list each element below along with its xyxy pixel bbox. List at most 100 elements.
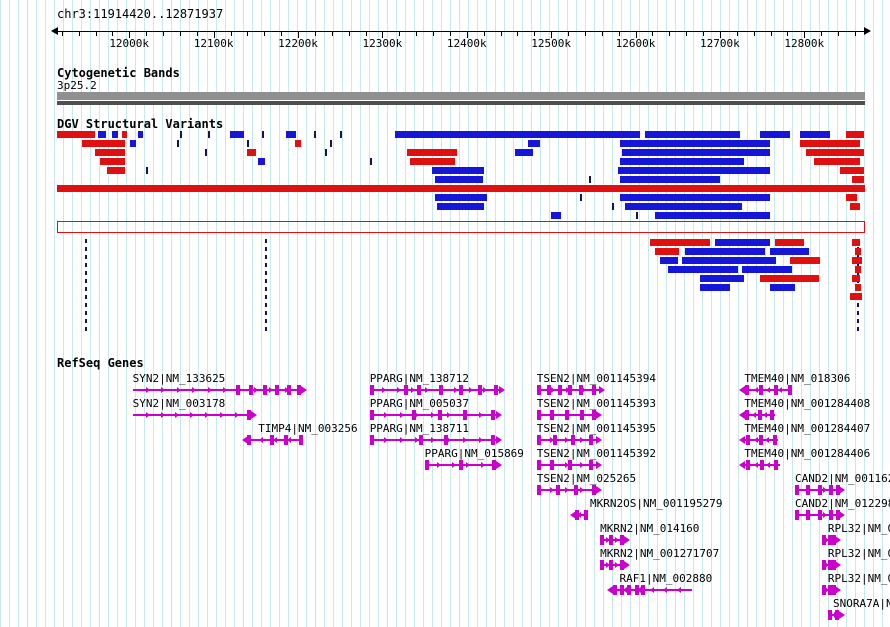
gene-label[interactable]: MKRN2|NM_001271707 [600,547,720,560]
variant-bar[interactable] [619,176,720,183]
variant-bar[interactable] [654,212,770,219]
gene-model[interactable] [132,410,258,420]
gene-model[interactable] [822,585,842,595]
gene-label[interactable]: PPARG|NM_138712 [369,372,470,385]
variant-bar[interactable] [790,257,821,264]
variant-bar[interactable] [759,275,820,282]
gene-model[interactable] [606,585,693,595]
variant-point[interactable] [369,158,372,165]
variant-bar[interactable] [851,176,865,183]
gene-model[interactable] [795,485,845,495]
variant-point[interactable] [579,194,582,201]
gene-label[interactable]: TSEN2|NM_025265 [536,472,637,485]
variant-point[interactable] [589,176,592,183]
variant-bar[interactable] [57,131,95,138]
gene-label[interactable]: PPARG|NM_015869 [424,447,524,460]
gene-label[interactable]: TSEN2|NM_001145392 [536,447,657,460]
variant-bar[interactable] [849,293,862,300]
gene-model[interactable] [536,385,606,395]
variant-bar[interactable] [434,176,483,183]
gene-model[interactable] [600,560,631,570]
variant-point[interactable] [340,131,343,138]
gene-label[interactable]: SYN2|NM_003178 [132,397,226,410]
variant-point[interactable] [611,203,614,210]
variant-bar[interactable] [527,140,541,147]
variant-bar[interactable] [94,149,125,156]
variant-bar[interactable] [699,284,731,291]
variant-bar[interactable] [514,149,533,156]
gene-label[interactable]: TMEM40|NM_001284407 [744,422,871,435]
gene-model[interactable] [827,610,845,620]
variant-bar[interactable] [769,248,810,255]
variant-bar[interactable] [839,167,865,174]
variant-bar[interactable] [617,167,770,174]
gene-label[interactable]: TSEN2|NM_001145395 [536,422,657,435]
variant-point[interactable] [247,140,250,147]
gene-label[interactable]: TSEN2|NM_001145393 [536,397,657,410]
variant-bar[interactable] [854,266,861,273]
variant-bar[interactable] [644,131,741,138]
gene-model[interactable] [369,435,503,445]
gene-label[interactable]: TSEN2|NM_001145394 [536,372,657,385]
gene-model[interactable] [739,460,780,470]
variant-point[interactable] [207,131,210,138]
variant-bar[interactable] [814,158,860,165]
variant-point[interactable] [330,140,333,147]
variant-bar[interactable] [845,194,857,201]
variant-bar[interactable] [229,131,244,138]
variant-point[interactable] [205,149,208,156]
variant-bar[interactable] [294,140,302,147]
variant-bar[interactable] [258,158,266,165]
gene-model[interactable] [424,460,503,470]
variant-bar[interactable] [395,131,640,138]
variant-bar[interactable] [851,275,860,282]
gene-model[interactable] [569,510,589,520]
variant-dashed-extent[interactable] [265,239,268,334]
variant-bar[interactable] [851,257,862,264]
gene-label[interactable]: SYN2|NM_133625 [132,372,226,385]
variant-bar[interactable] [619,158,745,165]
gene-model[interactable] [739,385,793,395]
gene-model[interactable] [822,535,842,545]
variant-bar[interactable] [667,266,738,273]
variant-bar[interactable] [247,149,256,156]
gene-label[interactable]: RAF1|NM_002880 [619,572,713,585]
gene-model[interactable] [739,410,775,420]
variant-bar[interactable] [845,131,865,138]
gene-model[interactable] [369,410,503,420]
variant-bar[interactable] [849,203,860,210]
gene-model[interactable] [795,510,845,520]
variant-bar[interactable] [654,248,680,255]
variant-bar[interactable] [434,194,487,201]
variant-bar[interactable] [111,131,119,138]
variant-bar[interactable] [800,131,830,138]
variant-bar[interactable] [406,149,457,156]
variant-bar[interactable] [99,158,125,165]
gene-model[interactable] [739,435,779,445]
gene-label[interactable]: TMEM40|NM_001284406 [744,447,871,460]
variant-bar[interactable] [130,140,136,147]
gene-label[interactable]: PPARG|NM_138711 [369,422,470,435]
gene-label[interactable]: MKRN2OS|NM_001195279 [590,497,723,510]
variant-bar[interactable] [854,248,861,255]
variant-bar[interactable] [684,248,765,255]
variant-bar[interactable] [800,140,860,147]
variant-bar[interactable] [98,131,107,138]
variant-bar[interactable] [57,185,865,192]
variant-dashed-extent[interactable] [85,239,88,334]
variant-point[interactable] [261,131,264,138]
variant-bar[interactable] [699,275,745,282]
variant-bar[interactable] [649,239,710,246]
variant-point[interactable] [636,212,639,219]
gene-model[interactable] [369,385,505,395]
gene-label[interactable]: TMEM40|NM_001284408 [744,397,871,410]
variant-bar[interactable] [137,131,143,138]
gene-model[interactable] [536,460,602,470]
variant-bar[interactable] [714,239,771,246]
gene-label[interactable]: CAND2|NM_012298 [795,497,890,510]
variant-bar[interactable] [741,266,793,273]
variant-point[interactable] [177,140,180,147]
variant-bar[interactable] [286,131,297,138]
variant-bar[interactable] [432,167,485,174]
variant-bar[interactable] [437,203,485,210]
